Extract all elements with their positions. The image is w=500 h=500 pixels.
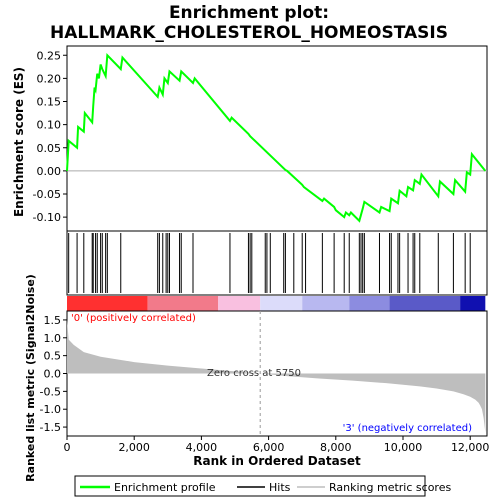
- es-plot-area: [66, 45, 488, 232]
- es-y-tick-label: -0.05: [33, 188, 61, 201]
- x-tick-label: 12,000: [451, 441, 490, 454]
- metric-y-ticks: 1.5 1.0 0.5 0.0 -0.5 -1.0 -1.5: [40, 314, 67, 434]
- es-y-tick-label: 0.15: [37, 96, 62, 109]
- ranking-colorbar: [67, 296, 486, 311]
- metric-y-tick-label: 0.0: [44, 368, 62, 381]
- es-y-tick-label: -0.10: [33, 211, 61, 224]
- legend-metric-label: Ranking metric scores: [329, 481, 451, 494]
- es-axis-label: Enrichment score (ES): [12, 67, 26, 217]
- x-axis-ticks: 0 2,000 4,000 6,000 8,000 10,000 12,000: [64, 436, 490, 454]
- positive-correlation-label: '0' (positively correlated): [71, 313, 196, 324]
- es-y-tick-label: 0.25: [37, 49, 62, 62]
- colorbar-segment: [218, 296, 261, 311]
- colorbar-segment: [460, 296, 486, 311]
- x-axis-label: Rank in Ordered Dataset: [193, 454, 361, 468]
- negative-correlation-label: '3' (negatively correlated): [343, 423, 472, 434]
- legend-box: [74, 475, 426, 497]
- es-y-tick-label: 0.00: [37, 165, 62, 178]
- legend-profile-label: Enrichment profile: [114, 481, 216, 494]
- metric-y-tick-label: -1.0: [40, 403, 61, 416]
- chart-title-line1: Enrichment plot:: [169, 3, 329, 23]
- x-tick-label: 6,000: [253, 441, 285, 454]
- zero-cross-label: Zero cross at 5750: [207, 368, 301, 379]
- colorbar-segment: [389, 296, 461, 311]
- metric-y-tick-label: -0.5: [40, 385, 61, 398]
- es-y-tick-label: 0.05: [37, 142, 62, 155]
- metric-y-tick-label: 1.0: [44, 332, 62, 345]
- metric-y-tick-label: -1.5: [40, 421, 61, 434]
- enrichment-profile-line: [66, 52, 487, 223]
- es-y-tick-label: 0.10: [37, 119, 62, 132]
- es-y-ticks: 0.25 0.20 0.15 0.10 0.05 0.00 -0.05 -0.10: [33, 49, 67, 224]
- metric-y-tick-label: 0.5: [44, 350, 62, 363]
- colorbar-segment: [147, 296, 219, 311]
- legend-hits-label: Hits: [269, 481, 291, 494]
- es-y-tick-label: 0.20: [37, 72, 62, 85]
- chart-title-line2: HALLMARK_CHOLESTEROL_HOMEOSTASIS: [50, 23, 448, 43]
- metric-axis-label: Ranked list metric (Signal2Noise): [24, 274, 37, 482]
- metric-y-tick-label: 1.5: [44, 314, 62, 327]
- colorbar-segment: [260, 296, 303, 311]
- x-tick-label: 4,000: [186, 441, 218, 454]
- x-tick-label: 8,000: [320, 441, 352, 454]
- legend: Enrichment profile Hits Ranking metric s…: [74, 475, 451, 497]
- colorbar-segment: [302, 296, 350, 311]
- x-tick-label: 2,000: [118, 441, 150, 454]
- colorbar-segment: [67, 296, 148, 311]
- x-tick-label: 10,000: [384, 441, 423, 454]
- x-tick-label: 0: [64, 441, 71, 454]
- hit-lines: [68, 233, 471, 293]
- colorbar-segment: [349, 296, 390, 311]
- ranked-metric-area: [67, 319, 486, 433]
- hits-panel: [66, 230, 488, 296]
